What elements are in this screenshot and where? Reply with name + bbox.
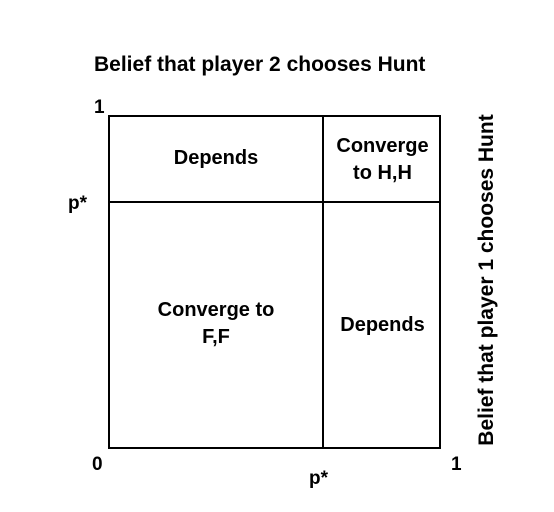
vertical-divider-pstar — [322, 115, 324, 449]
tick-right-one: 1 — [451, 454, 462, 475]
region-top-right: Converge to H,H — [324, 133, 441, 187]
region-top-left: Depends — [110, 145, 322, 172]
diagram-title: Belief that player 2 chooses Hunt — [94, 53, 426, 76]
region-bottom-right: Depends — [324, 312, 441, 339]
outcome-grid-box — [108, 115, 441, 449]
tick-left-pstar: p* — [68, 193, 87, 214]
region-top-right-line-1: Converge — [336, 135, 429, 157]
tick-top-one: 1 — [94, 97, 105, 118]
region-bottom-left-line-1: Converge to — [157, 299, 275, 321]
region-bottom-right-label: Depends — [340, 314, 425, 336]
region-bottom-left: Converge to F,F — [110, 297, 322, 351]
region-bottom-left-line-2: F,F — [202, 326, 230, 348]
region-top-left-label: Depends — [173, 147, 259, 169]
region-top-right-line-2: to H,H — [353, 162, 412, 184]
tick-bottom-pstar: p* — [309, 468, 328, 489]
horizontal-divider-pstar — [108, 201, 441, 203]
tick-origin-zero: 0 — [92, 454, 103, 475]
right-axis-label: Belief that player 1 chooses Hunt — [475, 114, 498, 446]
